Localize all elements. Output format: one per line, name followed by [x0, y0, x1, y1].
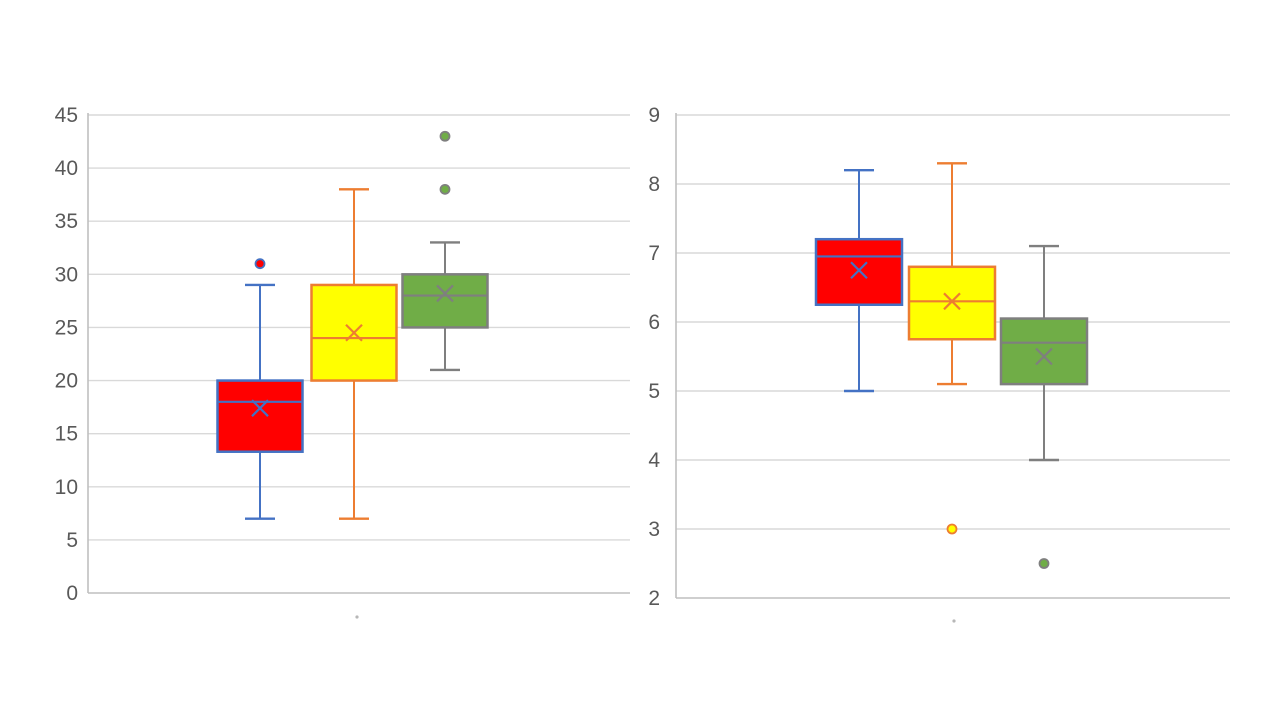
right-boxplot-chart: 2 3 4 5 6 7 8 9: [648, 104, 1230, 623]
y-tick-label: 5: [648, 380, 660, 403]
y-tick-label: 35: [55, 210, 78, 233]
y-tick-label: 25: [55, 316, 78, 339]
outlier-point: [439, 183, 451, 195]
outlier-point: [1038, 558, 1050, 569]
y-tick-label: 4: [648, 449, 660, 472]
y-tick-label: 15: [55, 423, 78, 446]
iqr-box: [814, 237, 904, 306]
outlier-point: [946, 523, 958, 535]
left-boxplot-chart: 0 5 10 15 20 25 30 35 40 45: [55, 104, 630, 619]
iqr-box: [401, 273, 489, 329]
box-red: [814, 168, 904, 393]
mean-x-marker: [345, 323, 363, 342]
y-tick-label: 0: [66, 582, 78, 605]
y-tick-label: 6: [648, 311, 660, 334]
y-tick-label: 10: [55, 476, 78, 499]
y-tick-label: 5: [66, 529, 78, 552]
x-axis-tick-dot: [952, 619, 956, 623]
mean-x-marker: [850, 261, 868, 280]
y-tick-label: 45: [55, 104, 78, 127]
outlier-point: [254, 258, 266, 270]
mean-x-marker: [251, 399, 269, 417]
y-tick-label: 40: [55, 157, 78, 180]
outlier-point: [439, 130, 451, 142]
y-tick-label: 2: [648, 587, 660, 610]
box-yellow: [907, 162, 997, 535]
mean-x-marker: [436, 284, 454, 303]
x-axis-tick-dot: [355, 615, 359, 619]
iqr-box: [907, 265, 997, 341]
iqr-box: [999, 317, 1089, 386]
y-tick-label: 8: [648, 173, 660, 196]
y-tick-label: 9: [648, 104, 660, 127]
mean-x-marker: [1035, 347, 1053, 366]
y-tick-label: 30: [55, 263, 78, 286]
box-red: [216, 258, 304, 520]
box-green: [999, 244, 1089, 569]
mean-x-marker: [943, 292, 961, 311]
box-yellow: [310, 188, 398, 520]
y-axis: 2 3 4 5 6 7 8 9: [648, 104, 1230, 623]
y-tick-label: 3: [648, 518, 660, 541]
y-tick-label: 20: [55, 370, 78, 393]
box-green: [401, 130, 489, 372]
iqr-box: [216, 379, 304, 453]
y-tick-label: 7: [648, 242, 660, 265]
